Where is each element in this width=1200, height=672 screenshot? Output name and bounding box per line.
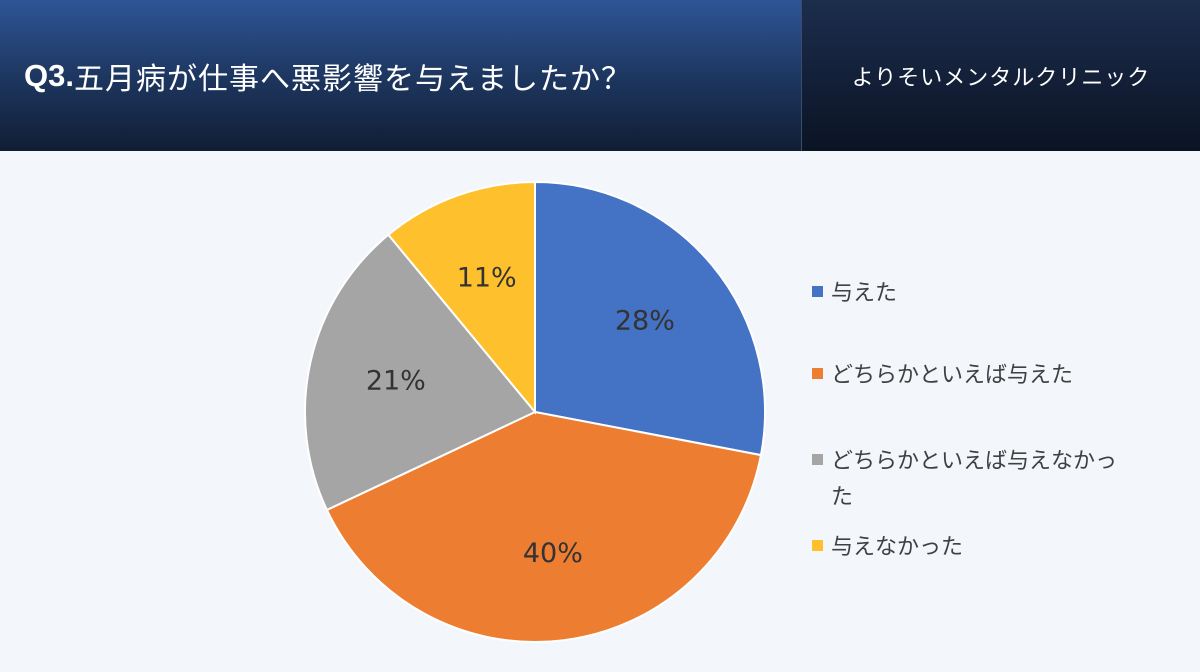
legend-label: 与えた bbox=[831, 281, 898, 306]
legend-item: どちらかといえば与えた bbox=[812, 358, 1111, 394]
pie-slice-labels: 28% 40% 21% 11% bbox=[366, 262, 675, 569]
legend-item: どちらかといえば与えなかった bbox=[812, 444, 1117, 516]
legend-item: 与えた bbox=[812, 276, 1111, 312]
slice-percent-label: 28% bbox=[615, 306, 675, 337]
pie-slice bbox=[304, 233, 537, 512]
legend-label: どちらかといえば与えた bbox=[831, 363, 1074, 388]
clinic-panel: よりそいメンタルクリニック bbox=[801, 0, 1200, 151]
question-text: 五月病が仕事へ悪影響を与えましたか？ bbox=[73, 61, 632, 97]
slice-percent-label: 11% bbox=[457, 262, 517, 293]
pie-slice bbox=[325, 410, 763, 643]
pie-slices bbox=[304, 180, 766, 643]
header-bar: Q3. 五月病が仕事へ悪影響を与えましたか？ よりそいメンタルクリニック bbox=[0, 0, 1200, 151]
pie-slice bbox=[386, 180, 536, 415]
legend-swatch bbox=[812, 368, 823, 379]
pie-slice bbox=[534, 180, 766, 457]
question-title-panel: Q3. 五月病が仕事へ悪影響を与えましたか？ bbox=[0, 0, 801, 151]
slice-percent-label: 21% bbox=[366, 365, 426, 396]
question-number: Q3. bbox=[24, 57, 74, 93]
legend-item: 与えなかった bbox=[812, 530, 1111, 566]
slice-percent-label: 40% bbox=[523, 538, 583, 569]
clinic-name: よりそいメンタルクリニック bbox=[851, 65, 1151, 91]
legend-label: どちらかといえば与えなかった bbox=[831, 449, 1118, 510]
legend-label: 与えなかった bbox=[831, 535, 964, 560]
legend-swatch bbox=[812, 540, 823, 551]
legend-swatch bbox=[812, 286, 823, 297]
pie-chart: 28% 40% 21% 11% bbox=[304, 180, 766, 643]
legend-swatch bbox=[812, 454, 823, 465]
